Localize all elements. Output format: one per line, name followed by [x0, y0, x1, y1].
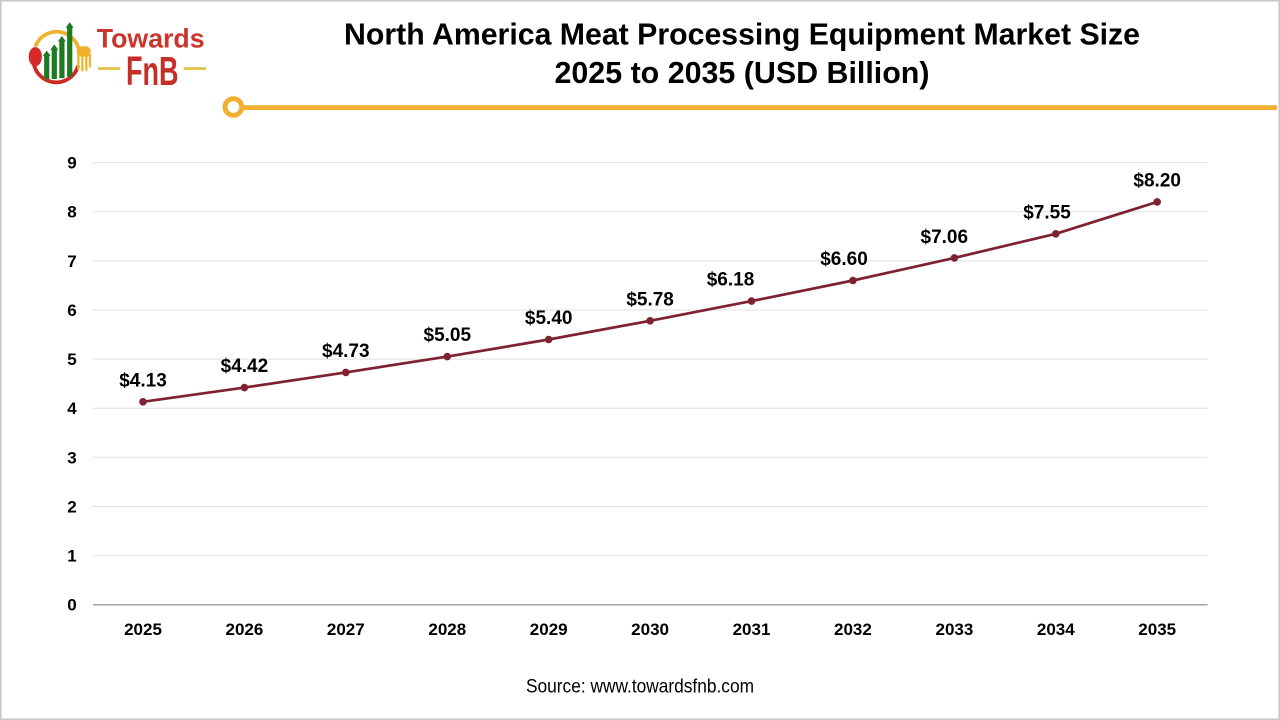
svg-text:$6.60: $6.60	[820, 249, 868, 270]
svg-text:2028: 2028	[428, 620, 466, 639]
svg-text:$8.20: $8.20	[1133, 170, 1181, 191]
svg-text:5: 5	[67, 350, 76, 369]
svg-text:North America Meat Processing: North America Meat Processing Equipment …	[344, 16, 1140, 51]
svg-text:$4.42: $4.42	[221, 356, 269, 377]
svg-text:$4.13: $4.13	[119, 370, 167, 391]
svg-text:2029: 2029	[530, 620, 568, 639]
svg-text:Source: www.towardsfnb.com: Source: www.towardsfnb.com	[526, 676, 754, 698]
svg-text:6: 6	[67, 301, 76, 320]
svg-text:2: 2	[67, 498, 76, 517]
svg-text:3: 3	[67, 448, 76, 467]
svg-text:$6.18: $6.18	[707, 270, 755, 291]
svg-text:$7.06: $7.06	[921, 227, 969, 248]
svg-text:1: 1	[67, 547, 76, 566]
svg-text:2032: 2032	[834, 620, 872, 639]
svg-text:0: 0	[67, 596, 76, 615]
svg-text:$5.78: $5.78	[626, 289, 674, 310]
svg-text:$5.40: $5.40	[525, 308, 573, 329]
svg-text:2033: 2033	[935, 620, 973, 639]
svg-text:7: 7	[67, 252, 76, 271]
svg-text:2035: 2035	[1138, 620, 1176, 639]
svg-text:2031: 2031	[733, 620, 771, 639]
svg-text:2034: 2034	[1037, 620, 1075, 639]
svg-text:2030: 2030	[631, 620, 669, 639]
svg-text:Towards: Towards	[97, 24, 205, 54]
svg-text:2026: 2026	[225, 620, 263, 639]
svg-text:$4.73: $4.73	[322, 341, 370, 362]
svg-text:$7.55: $7.55	[1023, 203, 1071, 224]
svg-text:8: 8	[67, 203, 76, 222]
svg-text:$5.05: $5.05	[424, 325, 472, 346]
svg-text:FnB: FnB	[126, 49, 179, 94]
svg-text:9: 9	[67, 154, 76, 173]
svg-text:2025 to 2035 (USD Billion): 2025 to 2035 (USD Billion)	[555, 55, 930, 90]
svg-text:2027: 2027	[327, 620, 365, 639]
svg-text:2025: 2025	[124, 620, 162, 639]
svg-text:4: 4	[67, 399, 77, 418]
